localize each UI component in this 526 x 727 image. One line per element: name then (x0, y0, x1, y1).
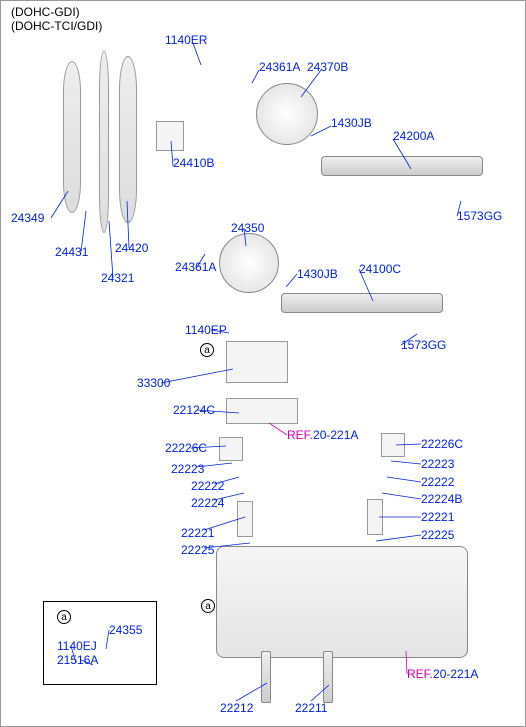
callout-24349: 24349 (11, 211, 44, 225)
shape-fuel_pump_brkt (226, 341, 288, 383)
shape-valve_r (323, 651, 333, 703)
shape-spring_l (237, 501, 253, 537)
callout-33300: 33300 (137, 376, 170, 390)
callout-1430JB_2: 1430JB (297, 267, 338, 281)
ref-callout-0: REF.20-221A (287, 428, 358, 442)
marker-a-1: a (201, 599, 215, 613)
shape-chain (99, 51, 109, 233)
callout-24361A_2: 24361A (175, 260, 216, 274)
shape-sprocket_ex (256, 83, 318, 145)
callout-1140ER: 1140ER (165, 33, 207, 47)
shape-valve_l (261, 651, 271, 703)
callout-22211: 22211 (295, 701, 327, 715)
callout-24200A: 24200A (393, 129, 434, 143)
callout-22226C_r: 22226C (421, 437, 463, 451)
callout-24361A: 24361A (259, 60, 300, 74)
callout-22212: 22212 (220, 701, 253, 715)
callout-24420: 24420 (115, 241, 148, 255)
callout-22124C: 22124C (173, 403, 215, 417)
shape-cam_carrier (226, 398, 298, 424)
callout-22222_r: 22222 (421, 475, 454, 489)
shape-head (216, 546, 468, 658)
callout-22225_r: 22225 (421, 528, 454, 542)
callout-1573GG_2: 1573GG (401, 338, 446, 352)
shape-sprocket_in (219, 233, 279, 293)
callout-24410B: 24410B (173, 156, 214, 170)
marker-a-2: a (57, 610, 71, 624)
callout-22221: 22221 (181, 526, 214, 540)
shape-camshaft_in (281, 293, 443, 313)
callout-22226C: 22226C (165, 441, 207, 455)
header-line2: (DOHC-TCI/GDI) (11, 19, 102, 33)
callout-22222: 22222 (191, 479, 224, 493)
callout-22224: 22224 (191, 496, 224, 510)
callout-1140EP: 1140EP (185, 323, 227, 337)
callout-1573GG: 1573GG (457, 209, 502, 223)
callout-22223_r: 22223 (421, 457, 454, 471)
callout-22225: 22225 (181, 543, 214, 557)
marker-a-0: a (200, 343, 214, 357)
ref-callout-1: REF.20-221A (407, 667, 478, 681)
shape-tensioner (156, 121, 184, 151)
shape-chain_guide_right (119, 56, 137, 223)
callout-24100C: 24100C (359, 262, 401, 276)
shape-tappet_r (381, 433, 405, 457)
callout-24321: 24321 (101, 271, 134, 285)
callout-1430JB: 1430JB (331, 116, 372, 130)
callout-22223: 22223 (171, 462, 204, 476)
header-line1: (DOHC-GDI) (11, 5, 80, 19)
callout-22221_r: 22221 (421, 510, 454, 524)
shape-spring_r (367, 499, 383, 535)
shape-chain_guide_left (63, 61, 81, 213)
shape-camshaft_ex (321, 156, 483, 176)
callout-22224B: 22224B (421, 492, 462, 506)
diagram-stage: (DOHC-GDI) (DOHC-TCI/GDI) 1140ER 24361A 24… (0, 0, 526, 727)
shape-tappet_l (219, 437, 243, 461)
callout-24431: 24431 (55, 245, 88, 259)
callout-24370B: 24370B (307, 60, 348, 74)
